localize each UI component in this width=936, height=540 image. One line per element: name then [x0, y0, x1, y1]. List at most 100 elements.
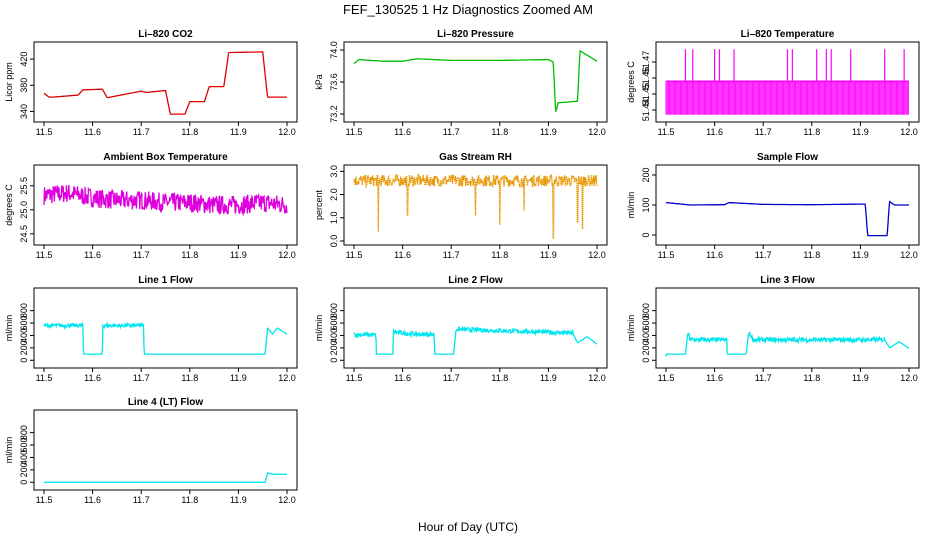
x-tick-label: 12.0 [278, 495, 296, 505]
plot-area [43, 184, 288, 217]
x-tick-label: 11.9 [230, 127, 247, 137]
y-tick-label: 200 [329, 340, 339, 355]
y-tick-label: 0 [641, 358, 651, 363]
plot-frame [33, 41, 298, 123]
plot-area [353, 325, 598, 355]
y-tick-label: 3.0 [329, 165, 339, 178]
x-tick-label: 12.0 [588, 373, 606, 383]
y-tick-label: 200 [19, 462, 29, 477]
chart-panel-6: Sample Flow 11.5 11.6 11.7 11.8 11.9 12.0 0 100 2… [626, 152, 920, 260]
y-tick-label: 1.0 [329, 212, 339, 225]
plot-area [43, 321, 288, 355]
x-tick-label: 11.9 [230, 250, 247, 260]
x-tick-label: 11.8 [181, 250, 198, 260]
chart-panel-9: Line 3 Flow 11.5 11.6 11.7 11.8 11.9 12.0 0 2004… [626, 275, 920, 383]
x-tick-label: 11.6 [84, 127, 101, 137]
x-tick-label: 11.6 [394, 250, 411, 260]
y-tick-label: 100 [641, 197, 651, 212]
plot-area [665, 331, 910, 357]
panel-title: Li–820 Temperature [741, 29, 835, 40]
x-tick-label: 11.7 [133, 495, 150, 505]
x-tick-label: 12.0 [900, 250, 918, 260]
plot-area [666, 200, 909, 237]
x-tick-label: 11.8 [181, 127, 198, 137]
x-axis-label: Hour of Day (UTC) [418, 520, 518, 534]
plot-frame [343, 164, 608, 246]
x-tick-label: 11.6 [706, 127, 723, 137]
y-tick-label: 51.46 [641, 67, 651, 90]
y-axis-label: ml/min [4, 315, 14, 342]
x-tick-label: 11.9 [852, 373, 869, 383]
y-tick-label: 73.2 [329, 105, 339, 123]
y-tick-label: 74.0 [329, 41, 339, 59]
x-tick-label: 11.5 [36, 127, 53, 137]
x-tick-label: 11.5 [346, 373, 363, 383]
x-tick-label: 11.6 [706, 373, 723, 383]
series-line [44, 472, 287, 483]
panel-title: Line 4 (LT) Flow [128, 397, 204, 408]
x-tick-label: 11.7 [133, 127, 150, 137]
chart-panel-10: Line 4 (LT) Flow 11.5 11.6 11.7 11.8 11.9 12.0… [4, 397, 298, 505]
y-tick-label: 600 [329, 316, 339, 331]
chart-panel-8: Line 2 Flow 11.5 11.6 11.7 11.8 11.9 12.0 0 2004… [314, 275, 608, 383]
x-tick-label: 11.6 [84, 373, 101, 383]
y-tick-label: 380 [19, 78, 29, 93]
y-tick-label: 800 [19, 303, 29, 318]
series-line [665, 81, 909, 115]
x-tick-label: 11.6 [706, 250, 723, 260]
y-tick-label: 200 [641, 167, 651, 182]
y-tick-label: 340 [19, 104, 29, 119]
x-tick-label: 11.6 [394, 127, 411, 137]
panel-title: Li–820 Pressure [437, 29, 514, 40]
x-tick-label: 11.5 [36, 373, 53, 383]
x-tick-label: 11.8 [803, 373, 820, 383]
y-tick-label: 2.0 [329, 188, 339, 201]
x-tick-label: 11.8 [181, 373, 198, 383]
x-tick-label: 11.7 [755, 373, 772, 383]
y-tick-label: 73.6 [329, 73, 339, 91]
y-tick-label: 0 [641, 232, 651, 237]
series-line [666, 200, 909, 237]
panel-title: Ambient Box Temperature [103, 152, 228, 163]
y-tick-label: 600 [19, 438, 29, 453]
y-tick-label: 400 [19, 450, 29, 465]
x-tick-label: 11.9 [852, 127, 869, 137]
y-axis-label: percent [314, 189, 324, 220]
plot-frame [655, 41, 920, 123]
x-tick-label: 11.5 [658, 250, 675, 260]
y-axis-label: Licor ppm [4, 62, 14, 102]
panel-title: Sample Flow [757, 152, 818, 163]
panel-title: Gas Stream RH [439, 152, 512, 163]
x-tick-label: 11.9 [230, 373, 247, 383]
plot-area [43, 51, 287, 115]
y-axis-label: degrees C [4, 184, 14, 226]
series-line [353, 172, 598, 240]
plot-frame [655, 287, 920, 369]
chart-panel-3: Li–820 Temperature 11.5 11.6 11.7 11.8 11.9 12… [626, 29, 920, 137]
y-tick-label: 800 [329, 303, 339, 318]
plot-area [44, 472, 287, 483]
x-tick-label: 12.0 [278, 250, 296, 260]
x-tick-label: 11.7 [755, 250, 772, 260]
x-tick-label: 11.8 [181, 495, 198, 505]
plot-frame [343, 287, 608, 369]
plot-frame [33, 164, 298, 246]
y-axis-label: kPa [314, 74, 324, 90]
y-tick-label: 400 [329, 328, 339, 343]
y-tick-label: 200 [19, 340, 29, 355]
x-tick-label: 12.0 [900, 127, 918, 137]
x-tick-label: 11.6 [84, 250, 101, 260]
panel-title: Line 2 Flow [448, 275, 503, 286]
panel-title: Li–820 CO2 [138, 29, 193, 40]
plot-area [665, 49, 909, 115]
figure-title: FEF_130525 1 Hz Diagnostics Zoomed AM [343, 2, 593, 17]
y-tick-label: 0 [19, 480, 29, 485]
panel-title: Line 3 Flow [760, 275, 815, 286]
x-tick-label: 11.5 [346, 127, 363, 137]
series-line [43, 51, 287, 115]
y-axis-label: ml/min [4, 437, 14, 464]
y-tick-label: 51.47 [641, 51, 651, 74]
chart-panel-1: Li–820 CO2 11.5 11.6 11.7 11.8 11.9 12.0 340 380… [4, 29, 298, 137]
x-tick-label: 11.7 [133, 373, 150, 383]
